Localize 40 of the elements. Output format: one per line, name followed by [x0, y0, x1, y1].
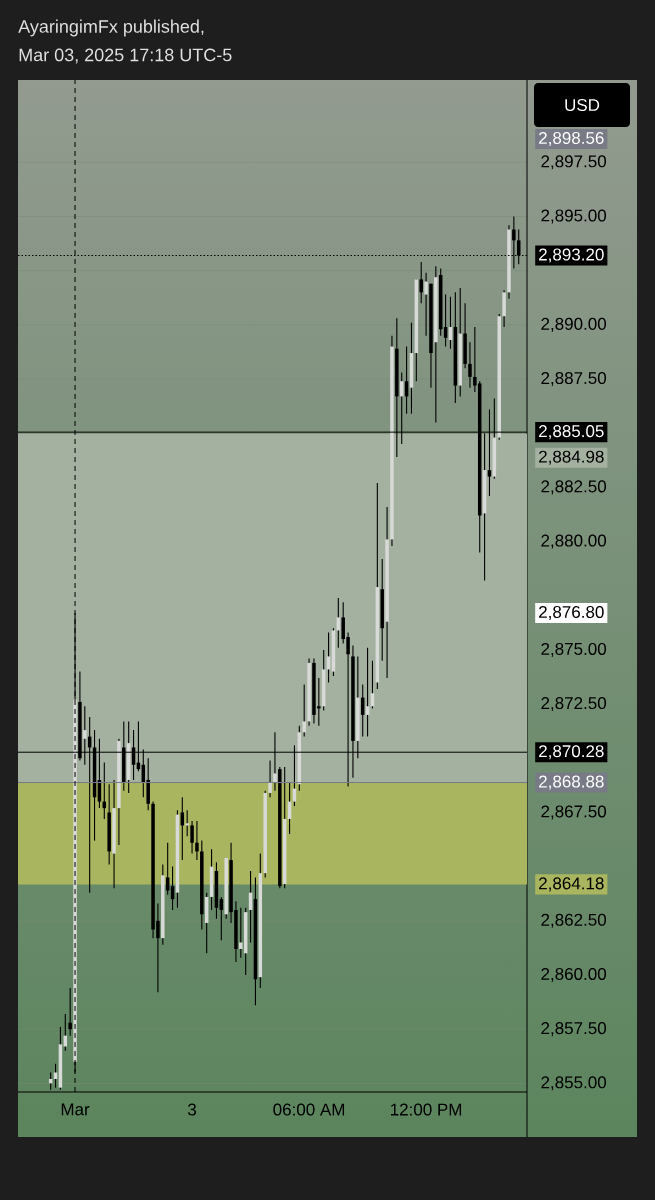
text: 2,898.56: [539, 131, 604, 147]
y-axis-title: USD: [565, 98, 600, 112]
y-tick-label: 2,860.00: [541, 967, 607, 982]
x-tick-label: Mar: [61, 1103, 90, 1116]
candlestick: [302, 684, 306, 738]
y-tick-label: 2,897.50: [541, 155, 607, 170]
ref-line-label: 2,885.05: [539, 425, 604, 440]
y-tick-label: 2,882.50: [541, 480, 607, 495]
y-tick-label: 2,855.00: [541, 1076, 607, 1091]
candlestick: [468, 341, 472, 389]
band-label: 2,864.18: [539, 877, 604, 892]
chart-title: AyaringimFx published,: [18, 19, 204, 37]
candlestick: [195, 820, 199, 861]
y-tick-label: 2,872.50: [541, 697, 607, 712]
candlestick: [502, 289, 506, 328]
candlestick: [419, 261, 423, 304]
y-tick-label: 2,890.00: [541, 317, 607, 332]
y-tick-label: 2,867.50: [541, 805, 607, 820]
y-tick-label: 2,875.00: [541, 642, 607, 657]
candlestick: [146, 757, 150, 811]
y-tick-label: 2,887.50: [541, 372, 607, 387]
candlestick: [185, 809, 189, 837]
ref-line-label: 2,868.88: [539, 775, 604, 790]
y-tick-label: 2,862.50: [541, 913, 607, 928]
candlestick: [365, 647, 370, 738]
ref-line-label: 2,870.28: [539, 745, 604, 760]
candlestick: [190, 820, 194, 855]
x-tick-label: 3: [187, 1103, 197, 1116]
band-label: 2,884.98: [539, 450, 604, 465]
x-tick-label: 12:00 PM: [391, 1103, 462, 1116]
y-tick-label: 2,895.00: [541, 209, 607, 224]
ref-line-label: 2,893.20: [539, 248, 604, 263]
y-tick-label: 2,880.00: [541, 534, 607, 549]
y-tick-label: 2,857.50: [541, 1022, 607, 1037]
text: 2,876.80: [539, 605, 604, 621]
chart-subtitle: Mar 03, 2025 17:18 UTC-5: [19, 48, 232, 64]
candlestick: [68, 987, 72, 1037]
candlestick: [53, 1063, 58, 1089]
x-tick-label: 06:00 AM: [273, 1103, 345, 1116]
candlestick: [268, 759, 272, 798]
